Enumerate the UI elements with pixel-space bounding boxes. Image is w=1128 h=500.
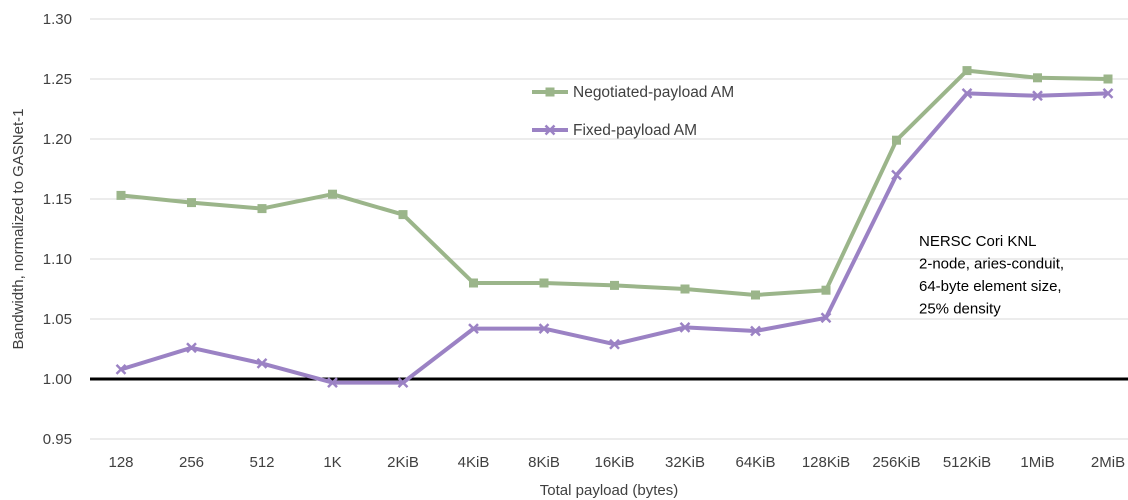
x-marker-stroke [256, 358, 268, 369]
legend-swatch-marker [545, 87, 555, 97]
data-point-negotiated [116, 190, 126, 200]
x-tick-label: 2KiB [387, 454, 419, 471]
y-tick-label: 1.25 [43, 71, 72, 88]
x-marker-stroke [397, 377, 409, 388]
data-point-fixed [397, 377, 409, 388]
x-marker-stroke [468, 323, 479, 334]
x-marker-stroke [544, 124, 556, 136]
x-marker-stroke [327, 377, 338, 388]
data-point-fixed [1102, 88, 1114, 99]
x-tick-label: 1K [323, 454, 341, 471]
annotation-line: NERSC Cori KNL [919, 233, 1037, 250]
y-tick-labels: 0.95 1.00 1.05 1.10 1.15 1.20 1.25 1.30 [43, 11, 72, 448]
data-point-fixed [820, 312, 832, 324]
x-tick-labels: 128 256 512 1K 2KiB 4KiB 8KiB 16KiB 32KiB 64KiB 12… [108, 454, 1125, 471]
x-marker-stroke [609, 338, 620, 350]
data-point-negotiated [610, 280, 619, 290]
annotation-line: 64-byte element size, [919, 278, 1062, 295]
data-point-negotiated [328, 189, 337, 199]
data-point-negotiated [1103, 74, 1113, 84]
data-point-fixed [115, 364, 127, 375]
legend: Negotiated-payload AM Fixed-payload AM [532, 84, 734, 139]
x-tick-label: 256 [179, 454, 204, 471]
x-tick-label: 128KiB [802, 454, 850, 471]
x-tick-label: 512KiB [943, 454, 991, 471]
x-marker-stroke [961, 88, 973, 99]
x-tick-label: 2MiB [1091, 454, 1125, 471]
data-point-fixed [750, 325, 761, 337]
legend-swatch-marker [544, 124, 556, 136]
data-point-negotiated [821, 285, 831, 295]
data-point-negotiated [680, 284, 690, 294]
data-point-fixed [679, 322, 691, 333]
legend-item-fixed: Fixed-payload AM [532, 122, 697, 139]
data-point-fixed [891, 169, 902, 181]
y-tick-label: 1.00 [43, 371, 72, 388]
x-tick-label: 8KiB [528, 454, 560, 471]
y-tick-label: 1.20 [43, 131, 72, 148]
data-point-negotiated [962, 66, 972, 76]
x-marker-stroke [1032, 90, 1043, 102]
x-marker-stroke [679, 322, 691, 333]
x-tick-label: 512 [249, 454, 274, 471]
data-point-negotiated [257, 204, 267, 214]
x-tick-label: 1MiB [1020, 454, 1054, 471]
data-point-fixed [538, 323, 550, 334]
y-tick-label: 0.95 [43, 431, 72, 448]
data-point-fixed [468, 323, 479, 334]
x-tick-label: 64KiB [735, 454, 775, 471]
series-fixed [115, 88, 1114, 388]
x-marker-stroke [820, 312, 832, 324]
y-tick-label: 1.10 [43, 251, 72, 268]
data-point-fixed [1032, 90, 1043, 102]
data-point-negotiated [398, 210, 408, 220]
y-axis-title: Bandwidth, normalized to GASNet-1 [10, 109, 27, 350]
x-tick-label: 16KiB [594, 454, 634, 471]
series-negotiated [116, 66, 1113, 300]
legend-item-negotiated: Negotiated-payload AM [532, 84, 734, 101]
data-point-negotiated [187, 198, 196, 208]
y-tick-label: 1.05 [43, 311, 72, 328]
data-point-fixed [256, 358, 268, 369]
x-tick-label: 4KiB [458, 454, 490, 471]
x-tick-label: 128 [108, 454, 133, 471]
data-point-negotiated [892, 135, 901, 145]
data-point-negotiated [1033, 73, 1042, 83]
gridlines [90, 18, 1128, 440]
annotation-box: NERSC Cori KNL 2-node, aries-conduit, 64-b… [919, 233, 1064, 318]
x-marker-stroke [1102, 88, 1114, 99]
x-axis-title: Total payload (bytes) [540, 482, 678, 499]
x-marker-stroke [538, 323, 550, 334]
data-point-negotiated [469, 278, 478, 288]
y-tick-label: 1.15 [43, 191, 72, 208]
data-point-fixed [961, 88, 973, 99]
data-point-fixed [609, 338, 620, 350]
data-point-negotiated [539, 278, 549, 288]
legend-label: Negotiated-payload AM [573, 84, 734, 101]
x-marker-stroke [115, 364, 127, 375]
annotation-line: 2-node, aries-conduit, [919, 256, 1064, 273]
data-point-fixed [327, 377, 338, 388]
x-marker-stroke [891, 169, 902, 181]
x-marker-stroke [186, 342, 197, 354]
y-tick-label: 1.30 [43, 11, 72, 28]
data-point-fixed [186, 342, 197, 354]
series-layer [115, 66, 1114, 388]
x-tick-label: 256KiB [872, 454, 920, 471]
data-point-negotiated [751, 290, 760, 300]
legend-label: Fixed-payload AM [573, 122, 697, 139]
x-marker-stroke [750, 325, 761, 337]
x-tick-label: 32KiB [665, 454, 705, 471]
annotation-line: 25% density [919, 301, 1001, 318]
